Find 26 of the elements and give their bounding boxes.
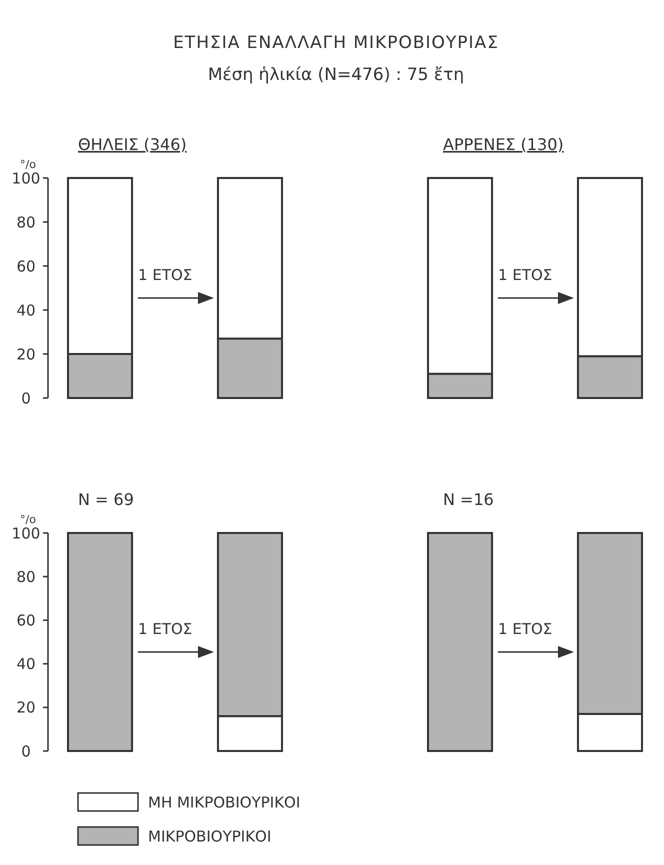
y-tick-label: 0 [21, 742, 31, 760]
y-tick-label: 80 [16, 213, 36, 232]
annotation: 1 ΕΤΟΣ [138, 266, 192, 284]
y-tick-label: 80 [16, 568, 36, 586]
x-axis-title: N = 69 [78, 490, 134, 509]
y-tick-label: 20 [16, 345, 36, 364]
annotation: 1 ΕΤΟΣ [138, 620, 192, 638]
x-axis-title: ΑΡΡΕΝΕΣ (130) [443, 135, 564, 154]
chart-subtitle: Μέση ἡλικία (N=476) : 75 ἔτη [208, 65, 464, 85]
chart-title: ΕΤΗΣΙΑ ΕΝΑΛΛΑΓΗ ΜΙΚΡΟΒΙΟΥΡΙΑΣ [173, 33, 499, 53]
y-tick-label: 0 [21, 389, 31, 408]
y-axis-title: °/o [20, 513, 36, 526]
y-tick-label: 40 [16, 655, 36, 674]
y-tick-label: 60 [16, 611, 36, 630]
y-axis-title: °/o [20, 158, 36, 171]
x-axis-title: N =16 [443, 490, 494, 509]
y-tick-label: 60 [16, 257, 36, 276]
x-axis-title: ΘΗΛΕΙΣ (346) [78, 135, 187, 154]
y-tick-label: 100 [12, 524, 40, 542]
y-tick-label: 20 [16, 698, 36, 717]
annotation: 1 ΕΤΟΣ [498, 266, 552, 284]
annotation: 1 ΕΤΟΣ [498, 620, 552, 638]
y-tick-label: 100 [12, 169, 40, 188]
y-tick-label: 40 [16, 301, 36, 320]
legend-label: ΜΙΚΡΟΒΙΟΥΡΙΚΟΙ [148, 827, 272, 846]
legend-label: ΜΗ ΜΙΚΡΟΒΙΟΥΡΙΚΟΙ [148, 793, 300, 812]
